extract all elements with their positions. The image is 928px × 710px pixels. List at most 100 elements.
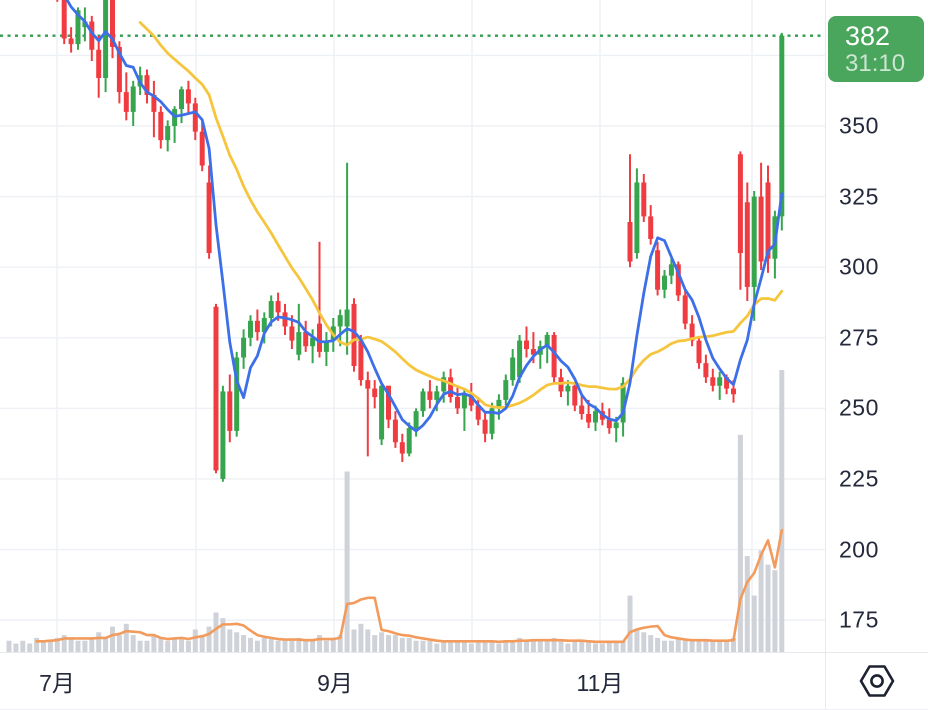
volume-bar (572, 640, 578, 652)
volume-bar (365, 629, 371, 652)
price-tick-label: 275 (839, 324, 879, 351)
candle-countdown-timer: 31:10 (845, 50, 906, 78)
candle-up (751, 196, 757, 287)
volume-bar (310, 640, 316, 652)
volume-bar (261, 637, 267, 652)
volume-bar (151, 635, 157, 652)
volume-bar (144, 640, 150, 652)
candle-up (620, 382, 626, 423)
candle-up (130, 86, 136, 112)
volume-bar (503, 640, 509, 652)
volume-bar (586, 640, 592, 652)
time-axis: 7月 9月 11月 (0, 652, 928, 710)
candle-down (61, 0, 67, 39)
candle-down (372, 388, 378, 398)
candle-up (503, 380, 509, 400)
volume-bar (75, 640, 81, 652)
ma-slow-line (138, 21, 784, 410)
candle-down (386, 385, 391, 420)
candle-up (489, 408, 495, 434)
candle-up (634, 182, 640, 254)
volume-bar (758, 550, 764, 652)
volume-bar (593, 643, 598, 652)
volume-bar (434, 643, 440, 652)
candle-up (344, 309, 350, 327)
candle-up (248, 320, 253, 338)
candle-up (406, 428, 412, 454)
candle-up (165, 126, 171, 141)
volume-bar (41, 640, 46, 652)
volume-bar (772, 570, 778, 652)
volume-bar (565, 643, 571, 652)
volume-bar (634, 629, 640, 652)
volume-bar (379, 632, 385, 652)
current-price-badge: 382 31:10 (828, 16, 924, 82)
volume-bar (289, 640, 295, 652)
volume-bar (351, 629, 357, 652)
volume-bar (696, 640, 702, 652)
price-tick-label: 200 (839, 536, 879, 563)
candle-down (89, 21, 95, 50)
axis-corner-divider (825, 653, 826, 709)
candle-up (220, 391, 226, 479)
candle-down (675, 264, 681, 296)
volume-bar (668, 640, 674, 652)
chart-settings-button[interactable] (826, 653, 928, 709)
volume-bar (275, 640, 281, 652)
candle-down (351, 303, 357, 366)
volume-bar (227, 629, 233, 652)
candle-down (365, 380, 371, 389)
volume-bar (613, 640, 619, 652)
volume-bar (68, 637, 74, 652)
price-tick-label: 350 (839, 112, 879, 139)
volume-bar (6, 640, 12, 652)
month-label: 9月 (317, 670, 353, 696)
ma-fast-line (65, 0, 784, 433)
volume-bar (558, 640, 564, 652)
volume-bar (537, 640, 543, 652)
candle-up (510, 357, 516, 381)
candle-up (668, 264, 674, 276)
candle-up (413, 411, 419, 429)
candle-down (68, 38, 74, 45)
volume-bar (682, 640, 688, 652)
volume-bar (724, 640, 730, 652)
candle-up (613, 422, 619, 429)
volume-bar (372, 635, 378, 652)
candle-down (116, 46, 122, 93)
candle-down (110, 0, 115, 47)
volume-bar (179, 637, 184, 652)
candle-down (427, 391, 433, 400)
volume-bar (579, 640, 585, 652)
candle-up (434, 391, 440, 400)
candle-down (289, 326, 295, 341)
volume-bar (20, 640, 26, 652)
candle-down (606, 419, 612, 429)
volume-bar (199, 635, 205, 652)
volume-bar (241, 635, 247, 652)
candle-down (399, 442, 405, 454)
volume-bar (192, 629, 198, 652)
volume-bar (282, 640, 288, 652)
volume-bar (744, 556, 750, 652)
volume-bar (751, 595, 757, 652)
candle-down (275, 301, 281, 313)
candle-down (641, 182, 647, 217)
volume-bar (213, 612, 219, 652)
candle-up (268, 301, 274, 318)
candle-down (303, 332, 309, 347)
candle-down (682, 295, 688, 324)
candle-up (241, 337, 247, 358)
candle-down (448, 377, 454, 398)
candle-down (123, 92, 129, 112)
chart-canvas[interactable] (0, 0, 825, 652)
volume-bar (344, 471, 350, 652)
volume-bar (648, 635, 654, 652)
volume-bar (468, 643, 474, 652)
volume-bar (703, 640, 709, 652)
volume-bar (441, 640, 447, 652)
candle-up (496, 399, 502, 409)
candle-down (579, 405, 585, 414)
volume-bar (641, 632, 647, 652)
candlestick-chart[interactable] (0, 0, 825, 652)
